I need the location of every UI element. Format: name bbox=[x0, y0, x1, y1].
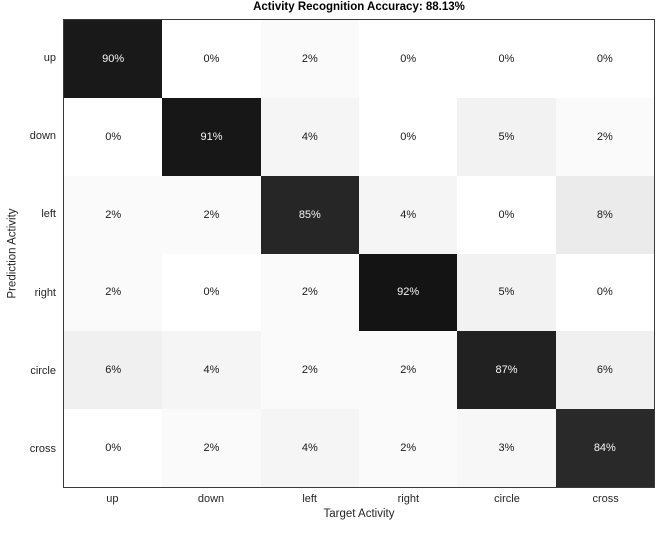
y-tick-label-left: left bbox=[41, 208, 56, 221]
y-tick-label-circle: circle bbox=[30, 364, 56, 377]
matrix-cell-up-up: 90% bbox=[64, 20, 163, 98]
matrix-cell-down-right: 0% bbox=[359, 97, 458, 176]
matrix-cell-up-down: 0% bbox=[162, 20, 261, 98]
matrix-cell-left-up: 2% bbox=[64, 175, 163, 254]
matrix-cell-right-down: 0% bbox=[162, 253, 261, 332]
matrix-cell-circle-circle: 87% bbox=[457, 331, 556, 410]
y-tick-label-down: down bbox=[29, 130, 56, 143]
matrix-cell-up-circle: 0% bbox=[457, 20, 556, 98]
chart-title: Activity Recognition Accuracy: 88.13% bbox=[253, 1, 465, 13]
matrix-cell-right-circle: 5% bbox=[457, 253, 556, 332]
matrix-cell-up-left: 2% bbox=[260, 20, 359, 98]
matrix-cell-right-up: 2% bbox=[64, 253, 163, 332]
x-tick-label-up: up bbox=[106, 493, 119, 505]
matrix-cell-down-up: 0% bbox=[64, 97, 163, 176]
matrix-cell-circle-up: 6% bbox=[64, 331, 163, 410]
confusion-matrix-grid: 90% 0% 2% 0% 0% 0% 0% 91% 4% 0% 5% 2% 2% 2% 85% 4% 0% 8% 2… bbox=[63, 19, 655, 488]
matrix-cell-cross-down: 2% bbox=[162, 409, 261, 487]
matrix-cell-left-down: 2% bbox=[162, 175, 261, 254]
matrix-cell-down-circle: 5% bbox=[457, 97, 556, 176]
matrix-cell-circle-cross: 6% bbox=[555, 331, 654, 410]
matrix-cell-cross-left: 4% bbox=[260, 409, 359, 487]
x-tick-label-left: left bbox=[302, 493, 317, 505]
x-tick-label-cross: cross bbox=[592, 493, 619, 505]
matrix-cell-cross-right: 2% bbox=[359, 409, 458, 487]
matrix-cell-up-cross: 0% bbox=[555, 20, 654, 98]
matrix-cell-left-circle: 0% bbox=[457, 175, 556, 254]
y-axis-tick-labels: up down left right circle cross bbox=[0, 19, 57, 488]
x-tick-label-down: down bbox=[197, 493, 225, 505]
x-axis-tick-labels: up down left right circle cross bbox=[63, 493, 655, 508]
matrix-cell-left-cross: 8% bbox=[555, 175, 654, 254]
matrix-cell-down-cross: 2% bbox=[555, 97, 654, 176]
matrix-cell-cross-up: 0% bbox=[64, 409, 163, 487]
x-tick-label-circle: circle bbox=[494, 493, 520, 505]
matrix-cell-cross-cross: 84% bbox=[555, 409, 654, 487]
matrix-cell-cross-circle: 3% bbox=[457, 409, 556, 487]
matrix-cell-left-left: 85% bbox=[260, 175, 359, 254]
matrix-cell-left-right: 4% bbox=[359, 175, 458, 254]
matrix-cell-circle-left: 2% bbox=[260, 331, 359, 410]
matrix-cell-down-down: 91% bbox=[162, 97, 261, 176]
matrix-cell-right-left: 2% bbox=[260, 253, 359, 332]
y-tick-label-up: up bbox=[43, 52, 56, 65]
x-tick-label-right: right bbox=[397, 493, 420, 505]
matrix-cell-circle-right: 2% bbox=[359, 331, 458, 410]
matrix-cell-up-right: 0% bbox=[359, 20, 458, 98]
y-tick-label-right: right bbox=[34, 286, 56, 299]
matrix-cell-right-right: 92% bbox=[359, 253, 458, 332]
matrix-cell-circle-down: 4% bbox=[162, 331, 261, 410]
matrix-cell-right-cross: 0% bbox=[555, 253, 654, 332]
matrix-cell-down-left: 4% bbox=[260, 97, 359, 176]
x-axis-label: Target Activity bbox=[323, 508, 395, 520]
y-tick-label-cross: cross bbox=[29, 442, 56, 455]
